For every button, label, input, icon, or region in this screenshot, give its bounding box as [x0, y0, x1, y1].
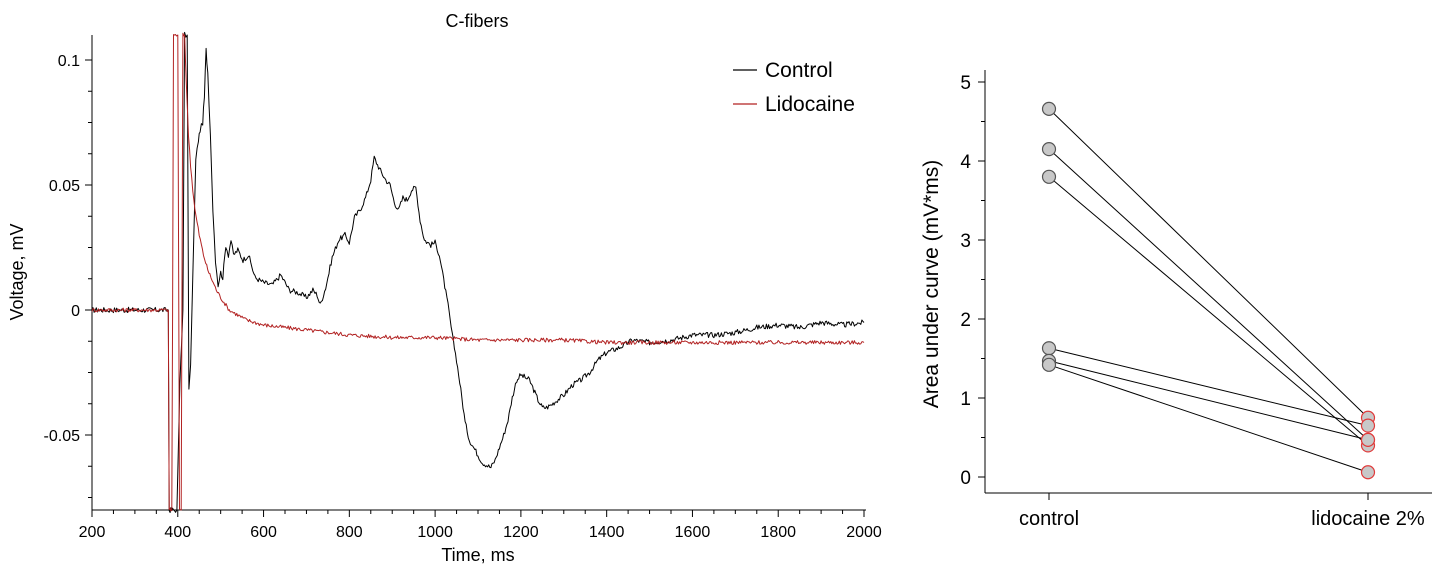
series-line-lidocaine — [91, 32, 865, 512]
x-tick-label: 1000 — [417, 524, 453, 541]
paired-line — [1048, 360, 1369, 441]
control-point — [1041, 357, 1057, 372]
x-tick-label: 600 — [250, 524, 277, 541]
control-point — [1041, 341, 1057, 356]
area-under-curve-chart: 0 1 2 3 4 5 control lidocaine 2% Area under cur… — [920, 70, 1432, 530]
y-axis-title: Voltage, mV — [7, 223, 27, 320]
series-line-control — [91, 31, 865, 513]
x-tick-label: 800 — [336, 524, 363, 541]
control-point — [1041, 169, 1057, 184]
paired-line — [1048, 364, 1369, 473]
paired-line — [1048, 347, 1369, 427]
voltage-trace-chart: C-fibers 200 400 600 800 1000 1200 1400 1600 180… — [7, 11, 882, 565]
legend-label-control: Control — [765, 59, 833, 82]
control-point — [1041, 101, 1057, 116]
y-tick-label: -0.05 — [44, 428, 81, 445]
paired-line — [1048, 148, 1369, 441]
x-tick-label: 400 — [164, 524, 191, 541]
auc-y-tick-label: 5 — [960, 73, 971, 94]
lidocaine-point — [1360, 432, 1376, 447]
x-tick-label: 1600 — [675, 524, 711, 541]
legend-label-lidocaine: Lidocaine — [765, 93, 855, 116]
auc-y-tick-label: 3 — [960, 231, 971, 252]
right-series-group — [1041, 101, 1376, 480]
x-tick-label: 2000 — [846, 524, 882, 541]
lidocaine-point — [1360, 465, 1376, 480]
auc-y-tick-label: 0 — [960, 468, 971, 489]
auc-category-label: lidocaine 2% — [1311, 508, 1425, 530]
auc-y-tick-label: 2 — [960, 310, 971, 331]
y-axis-title-auc: Area under curve (mV*ms) — [920, 160, 943, 409]
auc-category-label: control — [1019, 508, 1079, 530]
x-axis-title: Time, ms — [441, 545, 514, 565]
auc-y-tick-label: 1 — [960, 389, 971, 410]
left-axes: 200 400 600 800 1000 1200 1400 1600 1800 2000 0.1 0… — [44, 35, 882, 541]
x-tick-label: 1400 — [589, 524, 625, 541]
right-axes: 0 1 2 3 4 5 control lidocaine 2% — [960, 70, 1432, 530]
chart-title: C-fibers — [445, 11, 508, 31]
left-series-group — [91, 31, 865, 513]
legend: Control Lidocaine — [733, 59, 855, 116]
x-tick-label: 1200 — [503, 524, 539, 541]
paired-line — [1048, 108, 1369, 419]
auc-y-tick-label: 4 — [960, 152, 971, 173]
y-tick-label: 0.05 — [49, 178, 80, 195]
paired-line — [1048, 176, 1369, 446]
control-point — [1041, 142, 1057, 157]
x-tick-label: 1800 — [760, 524, 796, 541]
lidocaine-point — [1360, 418, 1376, 433]
y-tick-label: 0 — [71, 303, 80, 320]
x-tick-label: 200 — [79, 524, 106, 541]
y-tick-label: 0.1 — [58, 53, 80, 70]
